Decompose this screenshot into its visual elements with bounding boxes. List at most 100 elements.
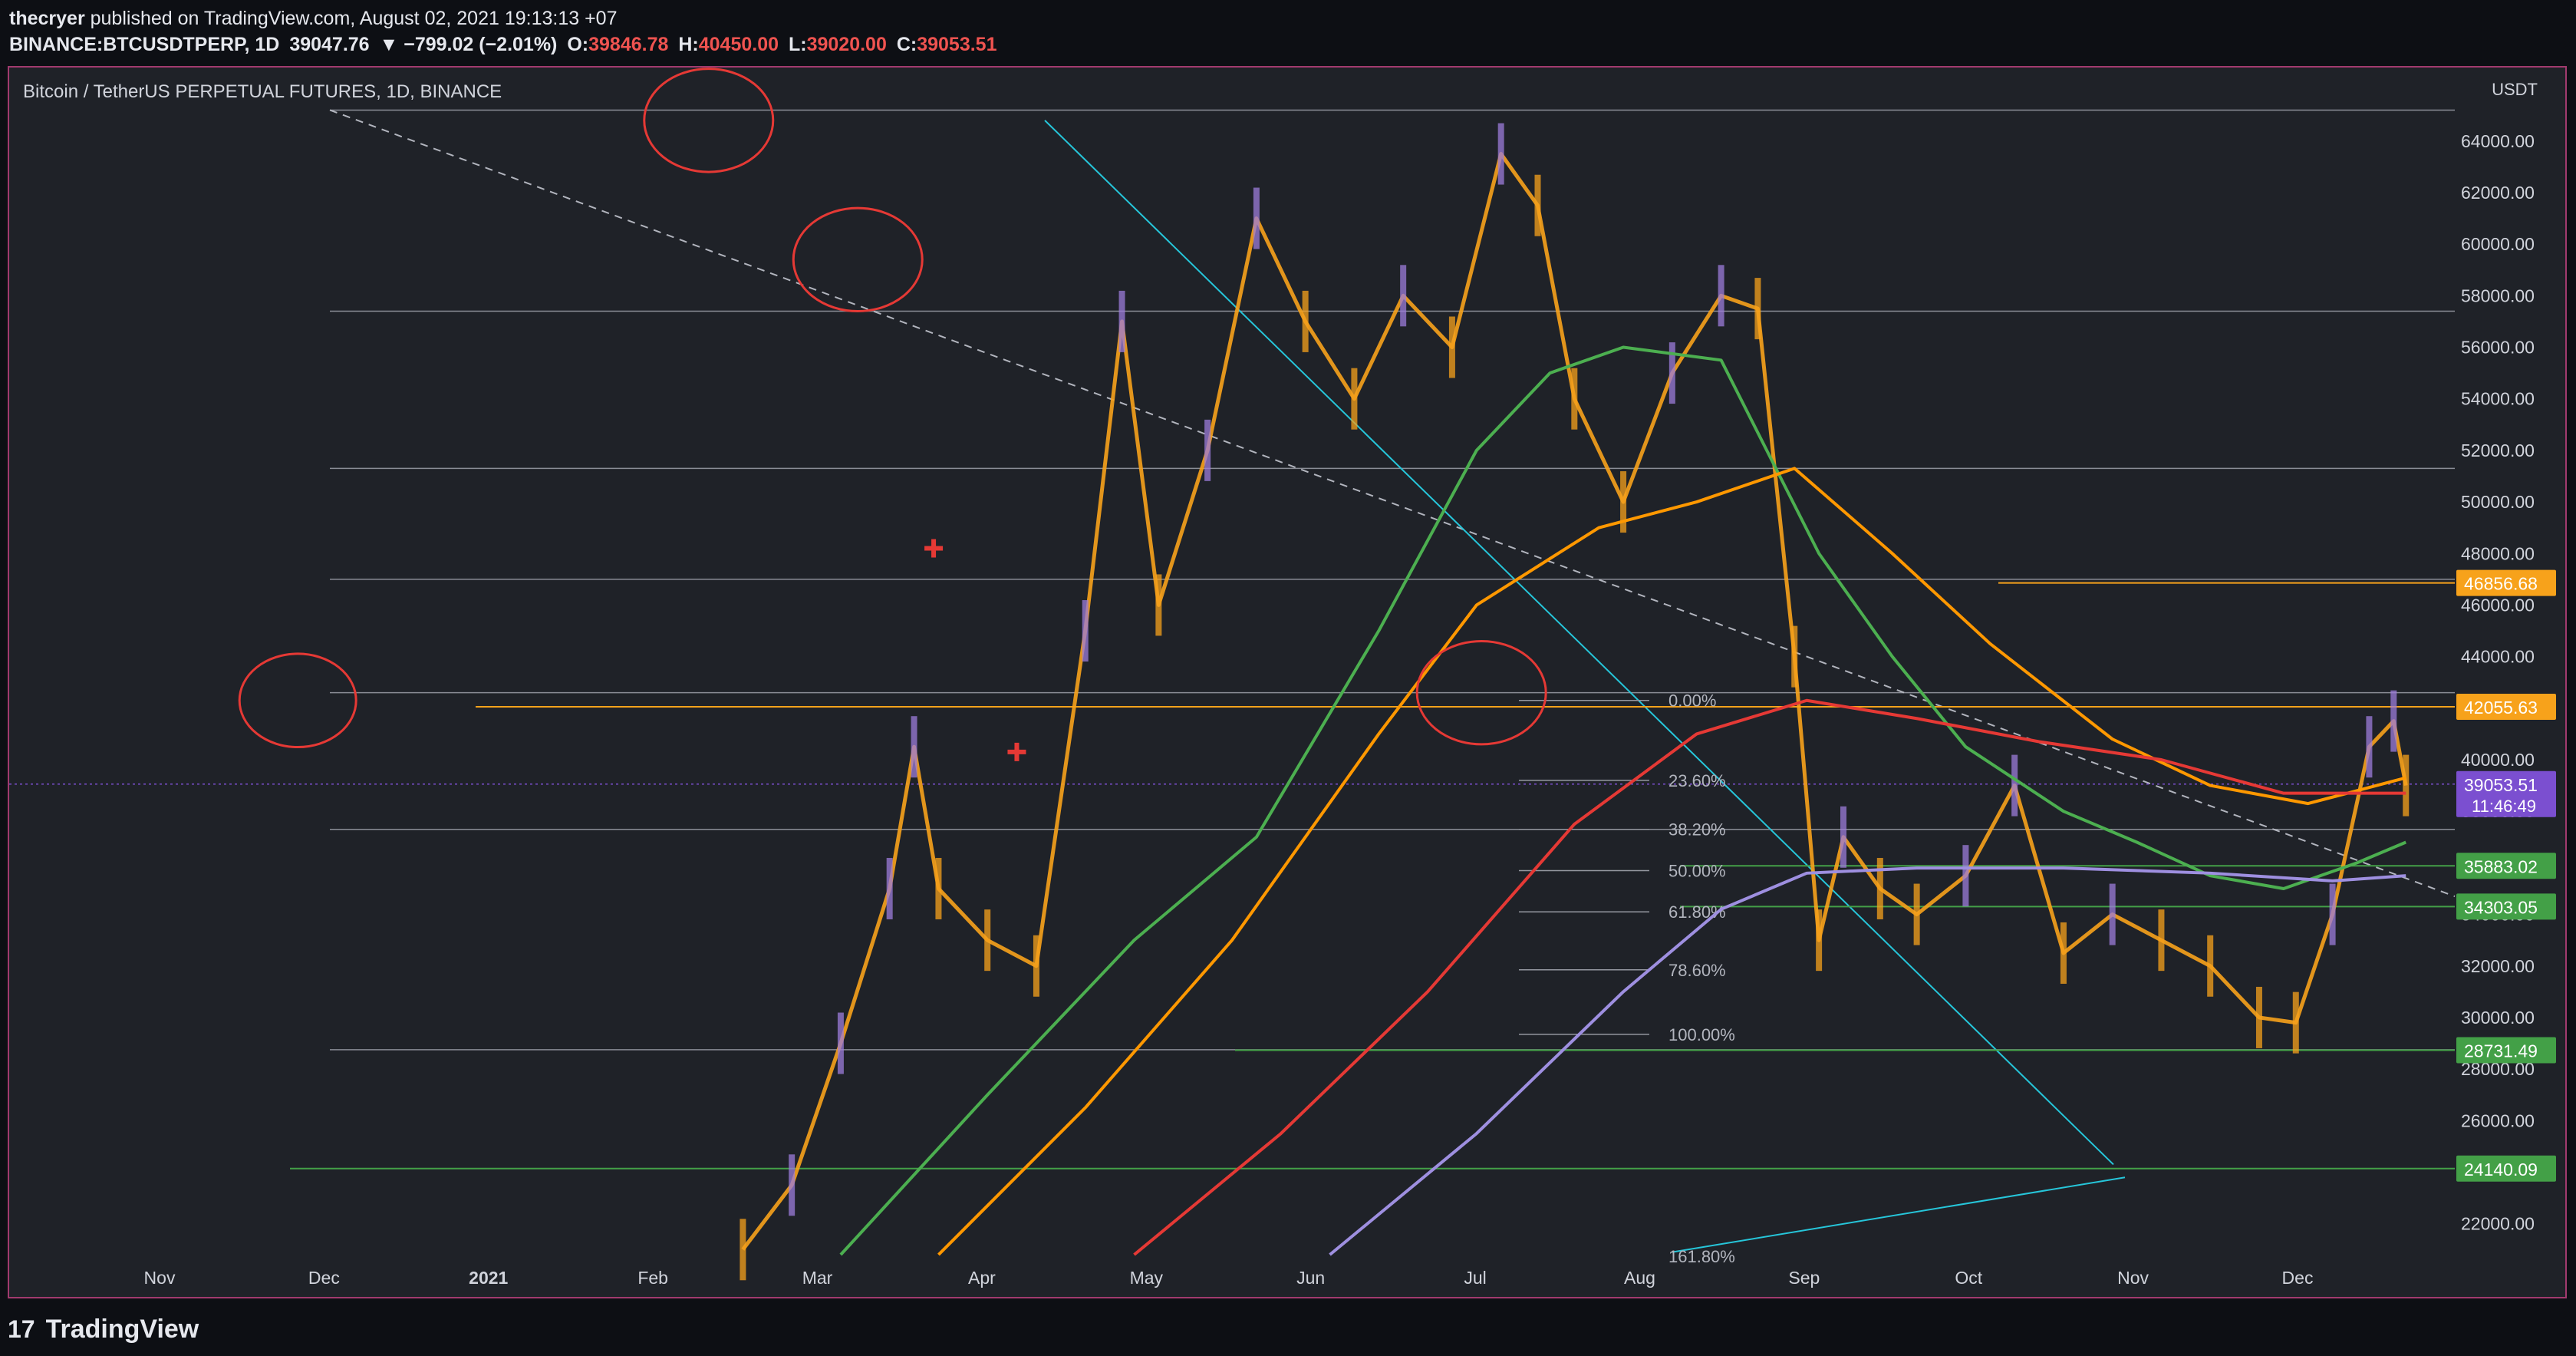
moving-average-green [839, 345, 2407, 1256]
x-tick-label: Jul [1464, 1268, 1486, 1288]
cross-marker [1007, 742, 1026, 761]
x-tick-label: Nov [144, 1268, 176, 1288]
highlight-circle [238, 652, 357, 749]
candle [1791, 625, 1798, 688]
candle [911, 716, 917, 778]
y-tick-label: 46000.00 [2461, 595, 2535, 615]
candle [1155, 574, 1162, 636]
y-tick-label: 40000.00 [2461, 750, 2535, 770]
x-tick-label: Feb [637, 1268, 668, 1288]
price-tag [2456, 893, 2556, 920]
candle [1571, 368, 1578, 430]
open-label: O: [567, 34, 589, 55]
price-tag-label: 24140.09 [2464, 1160, 2538, 1179]
high-label: H: [678, 34, 699, 55]
candle [1253, 187, 1260, 249]
chart-pane[interactable] [8, 66, 2567, 1298]
candle [2366, 716, 2373, 778]
candle [1876, 857, 1883, 919]
tradingview-logo-text[interactable]: TradingView [45, 1314, 199, 1344]
candle [1534, 174, 1541, 236]
countdown-label: 11:46:49 [2472, 797, 2536, 816]
candle [2011, 754, 2018, 817]
x-tick-label: May [1130, 1268, 1164, 1288]
cyan-trendline [1044, 120, 2114, 1166]
publish-info: thecryer published on TradingView.com, A… [9, 8, 618, 30]
price-change: ▼ −799.02 (−2.01%) [379, 34, 558, 55]
price-tag [2456, 569, 2556, 596]
price-tag-label: 35883.02 [2464, 856, 2538, 876]
candle [886, 857, 893, 919]
y-tick-label: 58000.00 [2461, 285, 2535, 305]
y-tick-label: 26000.00 [2461, 1110, 2535, 1130]
price-tag-label: 28731.49 [2464, 1041, 2538, 1061]
tradingview-logo-icon[interactable]: 17 [8, 1315, 35, 1343]
currency-label[interactable]: USDT [2492, 80, 2538, 99]
fib-level-label: 23.60% [1668, 771, 1726, 790]
moving-average-red [1133, 698, 2406, 1256]
candle [1400, 265, 1407, 327]
fib-level-label: 0.00% [1668, 691, 1716, 711]
chart-title: Bitcoin / TetherUS PERPETUAL FUTURES, 1D… [23, 81, 502, 102]
x-tick-label: Aug [1624, 1268, 1655, 1288]
candle [1118, 290, 1125, 352]
low-label: L: [788, 34, 807, 55]
candle [2060, 922, 2067, 984]
y-tick-label: 22000.00 [2461, 1214, 2535, 1234]
close-label: C: [896, 34, 917, 55]
candle [1204, 419, 1211, 481]
x-tick-label: 2021 [469, 1268, 508, 1288]
price-tag [2456, 693, 2556, 720]
candle [1033, 935, 1039, 997]
publish-date: published on TradingView.com, August 02,… [90, 8, 618, 29]
price-tag [2456, 1155, 2556, 1182]
price-tag [2456, 770, 2556, 817]
y-tick-label: 56000.00 [2461, 338, 2535, 358]
moving-average-purple [1329, 866, 2406, 1256]
footer: 17 TradingView [8, 1302, 468, 1356]
candle [2329, 883, 2336, 945]
x-tick-label: Sep [1788, 1268, 1820, 1288]
symbol[interactable]: BINANCE:BTCUSDTPERP, 1D [9, 34, 280, 55]
y-tick-label: 32000.00 [2461, 956, 2535, 976]
fib-level-label: 100.00% [1668, 1025, 1735, 1044]
candle [789, 1154, 796, 1216]
candle [837, 1012, 844, 1074]
candle [2255, 986, 2262, 1048]
fib-level-label: 38.20% [1668, 820, 1726, 840]
cross-marker [924, 539, 944, 558]
x-tick-label: Oct [1955, 1268, 1982, 1288]
high-value: 40450.00 [698, 34, 779, 55]
candle [1754, 278, 1761, 340]
highlight-circle [792, 206, 924, 312]
candle [1816, 909, 1823, 972]
candle [1082, 600, 1089, 662]
price-path-line [741, 152, 2408, 1251]
candle [984, 909, 991, 972]
fib-level-label: 50.00% [1668, 861, 1726, 880]
fib-level-label: 78.60% [1668, 961, 1726, 980]
candle [1302, 290, 1309, 352]
y-tick-label: 50000.00 [2461, 492, 2535, 512]
author-name[interactable]: thecryer [9, 8, 85, 29]
price-tag [2456, 853, 2556, 879]
dashed-trendline [329, 109, 2456, 897]
highlight-circle [643, 68, 775, 173]
cyan-lower-line [1672, 1176, 2126, 1253]
y-tick-label: 30000.00 [2461, 1008, 2535, 1028]
candle [1668, 342, 1675, 404]
ohlc-bar: BINANCE:BTCUSDTPERP, 1D 39047.76 ▼ −799.… [9, 34, 1002, 56]
open-value: 39846.78 [588, 34, 669, 55]
candle [2390, 690, 2397, 752]
highlight-circle [1415, 639, 1547, 746]
low-value: 39020.00 [806, 34, 887, 55]
x-tick-label: Mar [802, 1268, 833, 1288]
header: thecryer published on TradingView.com, A… [8, 5, 2568, 60]
candle [1840, 806, 1846, 868]
x-tick-label: Jun [1296, 1268, 1325, 1288]
candle [2109, 883, 2116, 945]
price-tag [2456, 1037, 2556, 1064]
y-tick-label: 60000.00 [2461, 234, 2535, 254]
y-tick-label: 52000.00 [2461, 440, 2535, 460]
